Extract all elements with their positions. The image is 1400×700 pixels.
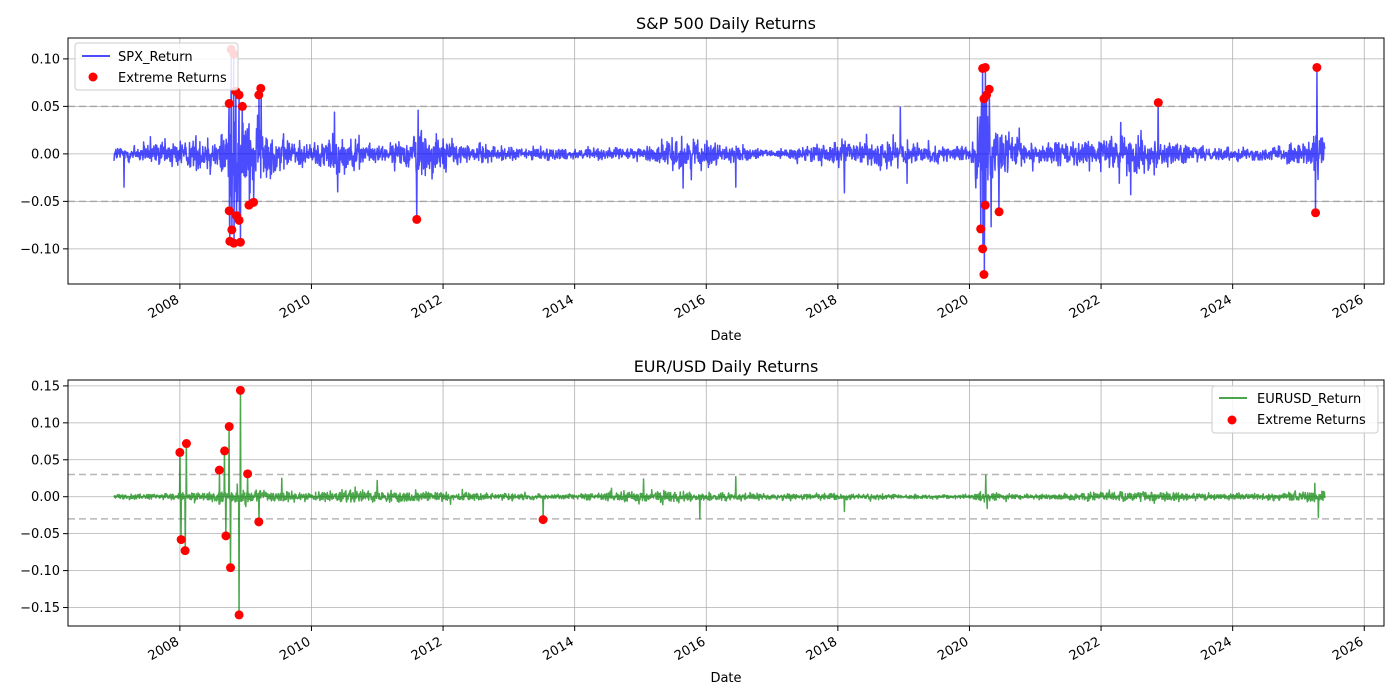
eurusd-y-tick-label-6: −0.15 bbox=[20, 601, 60, 616]
eurusd-extreme-point-9 bbox=[235, 385, 245, 395]
eurusd-extreme-point-8 bbox=[226, 563, 236, 573]
eurusd-extreme-point-0 bbox=[175, 447, 185, 457]
spx-extreme-point-28 bbox=[1153, 98, 1163, 108]
eurusd-grid bbox=[68, 380, 1384, 626]
spx-extreme-point-27 bbox=[994, 207, 1004, 217]
eurusd-extreme-point-7 bbox=[224, 422, 234, 432]
eurusd-legend-point-label: Extreme Returns bbox=[1257, 413, 1366, 428]
eurusd-legend-point-swatch bbox=[1227, 415, 1237, 425]
spx-extreme-point-8 bbox=[227, 225, 237, 235]
spx-legend-point-label: Extreme Returns bbox=[118, 71, 227, 86]
spx-legend-line-label: SPX_Return bbox=[118, 50, 193, 65]
eurusd-extreme-point-2 bbox=[181, 439, 191, 449]
eurusd-extreme-point-5 bbox=[220, 446, 230, 456]
eurusd-chart-title: EUR/USD Daily Returns bbox=[634, 357, 819, 376]
spx-extreme-points bbox=[224, 44, 1322, 279]
spx-x-axis-label: Date bbox=[710, 329, 741, 344]
spx-extreme-point-30 bbox=[1311, 208, 1321, 218]
spx-return-series bbox=[113, 48, 1326, 276]
spx-extreme-point-22 bbox=[984, 84, 994, 94]
spx-y-tick-label-4: −0.10 bbox=[20, 242, 60, 257]
spx-extreme-point-24 bbox=[978, 244, 988, 254]
eurusd-extreme-points bbox=[175, 385, 548, 620]
spx-y-tick-label-3: −0.05 bbox=[20, 195, 60, 210]
eurusd-y-tick-label-5: −0.10 bbox=[20, 564, 60, 579]
eurusd-extreme-point-1 bbox=[176, 535, 186, 545]
spx-chart-title: S&P 500 Daily Returns bbox=[636, 14, 816, 33]
eurusd-y-tick-label-2: 0.05 bbox=[31, 453, 60, 468]
spx-legend: SPX_Return Extreme Returns bbox=[74, 42, 239, 91]
eurusd-y-tick-label-4: −0.05 bbox=[20, 527, 60, 542]
spx-extreme-point-12 bbox=[235, 237, 245, 247]
spx-extreme-point-29 bbox=[1312, 62, 1322, 72]
spx-y-tick-label-0: 0.10 bbox=[31, 52, 60, 67]
spx-legend-point-swatch bbox=[88, 72, 98, 82]
spx-return-line bbox=[113, 48, 1326, 276]
eurusd-y-tick-label-0: 0.15 bbox=[31, 379, 60, 394]
eurusd-legend-box bbox=[1211, 385, 1379, 434]
spx-y-tick-label-1: 0.05 bbox=[31, 100, 60, 115]
spx-extreme-point-25 bbox=[979, 270, 989, 279]
eurusd-return-line bbox=[113, 389, 1326, 616]
eurusd-extreme-point-11 bbox=[243, 469, 253, 479]
eurusd-return-series bbox=[113, 389, 1326, 616]
eurusd-extreme-point-3 bbox=[180, 546, 190, 556]
spx-extreme-point-0 bbox=[224, 99, 234, 109]
spx-extreme-point-5 bbox=[237, 101, 247, 111]
eurusd-legend: EURUSD_Return Extreme Returns bbox=[1211, 385, 1379, 434]
eurusd-extreme-point-12 bbox=[254, 517, 264, 527]
spx-extreme-point-6 bbox=[224, 206, 234, 216]
spx-extreme-point-14 bbox=[249, 197, 259, 207]
spx-extreme-point-11 bbox=[234, 215, 244, 225]
spx-plot-frame bbox=[67, 37, 1385, 285]
eurusd-plot-frame bbox=[67, 379, 1385, 627]
eurusd-extreme-point-10 bbox=[234, 610, 244, 620]
eurusd-y-tick-label-3: 0.00 bbox=[31, 490, 60, 505]
eurusd-y-tick-label-1: 0.10 bbox=[31, 416, 60, 431]
spx-extreme-point-19 bbox=[980, 62, 990, 72]
spx-y-tick-label-2: 0.00 bbox=[31, 147, 60, 162]
eurusd-extreme-point-6 bbox=[221, 531, 231, 541]
eurusd-x-axis-label: Date bbox=[710, 671, 741, 686]
eurusd-extreme-point-13 bbox=[538, 515, 548, 525]
spx-extreme-point-17 bbox=[412, 214, 422, 224]
eurusd-legend-line-label: EURUSD_Return bbox=[1257, 392, 1361, 407]
spx-extreme-point-9 bbox=[229, 238, 239, 248]
spx-extreme-point-16 bbox=[256, 83, 266, 93]
spx-extreme-point-26 bbox=[980, 200, 990, 210]
spx-extreme-point-4 bbox=[234, 90, 244, 100]
spx-extreme-point-23 bbox=[976, 224, 986, 234]
spx-legend-box bbox=[74, 42, 239, 91]
eurusd-y-axis: 0.15 0.10 0.05 0.00 −0.05 −0.10 −0.15 bbox=[20, 379, 68, 616]
eurusd-extreme-point-4 bbox=[214, 465, 224, 475]
spx-y-axis: 0.10 0.05 0.00 −0.05 −0.10 bbox=[20, 52, 68, 257]
